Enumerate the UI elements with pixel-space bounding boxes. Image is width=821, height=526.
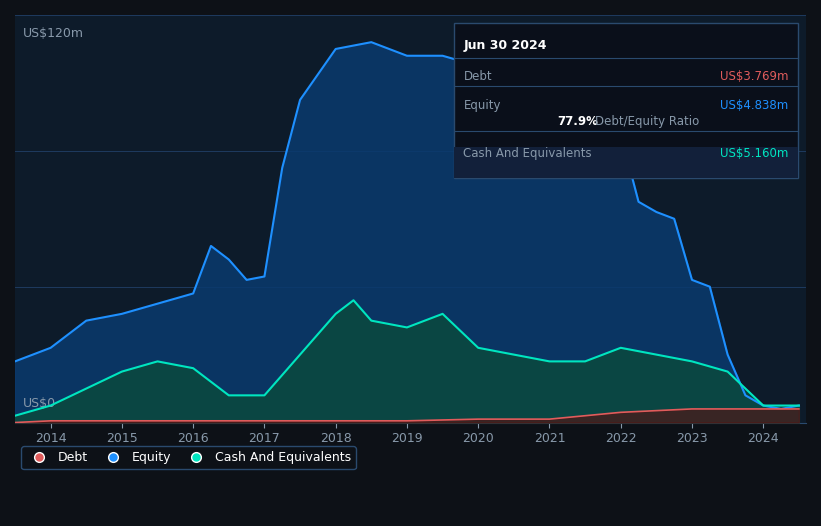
FancyBboxPatch shape: [454, 23, 798, 178]
Text: Jun 30 2024: Jun 30 2024: [464, 39, 547, 53]
FancyBboxPatch shape: [454, 147, 798, 178]
Text: Debt: Debt: [464, 70, 492, 83]
Text: Equity: Equity: [464, 98, 501, 112]
Text: US$120m: US$120m: [23, 27, 84, 40]
Legend: Debt, Equity, Cash And Equivalents: Debt, Equity, Cash And Equivalents: [21, 446, 355, 469]
Text: US$3.769m: US$3.769m: [720, 70, 789, 83]
Text: US$4.838m: US$4.838m: [720, 98, 789, 112]
Text: Debt/Equity Ratio: Debt/Equity Ratio: [594, 115, 699, 128]
Text: US$5.160m: US$5.160m: [720, 147, 789, 160]
Text: 77.9%: 77.9%: [557, 115, 598, 128]
Text: US$0: US$0: [23, 397, 56, 410]
Text: Cash And Equivalents: Cash And Equivalents: [464, 147, 592, 160]
